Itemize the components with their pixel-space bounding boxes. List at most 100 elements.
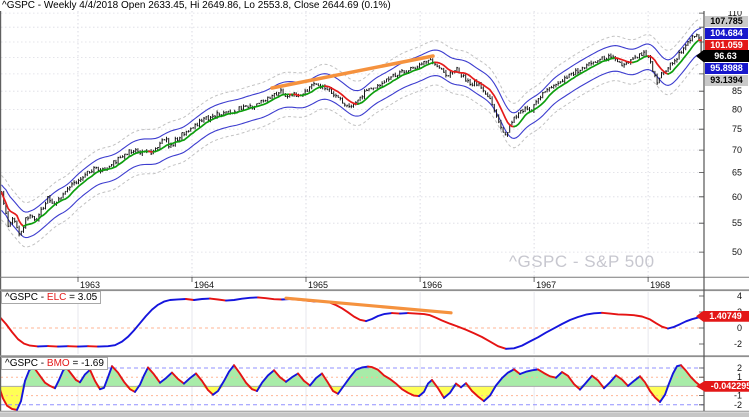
bmo-falling [233,364,258,392]
bmo-rising [579,374,593,391]
watermark: ^GSPC - S&P 500 [509,252,655,271]
band-lower-badge: 95.8988 [705,63,748,74]
svg-text:1: 1 [737,372,742,382]
price-panel [0,18,703,248]
bmo-value-badge: -0.042295 [696,380,749,392]
bmo-rising [603,374,617,390]
bmo-falling [273,369,287,383]
elc-falling [257,296,283,301]
svg-text:70: 70 [732,145,742,155]
svg-text:-1: -1 [734,391,742,401]
bmo-panel [0,364,704,411]
bmo-name-text: BMO [46,358,70,369]
svg-text:55: 55 [732,218,742,228]
bmo-rising [256,369,275,392]
bmo-rising [309,372,323,387]
price-trendline [270,54,435,90]
bmo-falling [171,371,185,385]
svg-text:1967: 1967 [536,280,556,290]
elc-panel [0,296,704,350]
ma-falling [324,85,359,105]
bmo-symbol-text: ^GSPC - [5,358,47,369]
elc-rising [365,312,393,323]
elc-rising [399,312,409,315]
envelope-upper [1,18,702,204]
elc-name-text: ELC [46,292,67,303]
svg-text:1966: 1966 [422,280,442,290]
bmo-falling [513,368,521,375]
band-upper [1,27,702,213]
ma-rising [299,85,326,97]
bmo-falling [65,366,81,384]
bmo-falling [147,366,161,384]
ma-falling [647,55,669,75]
ma-falling [434,61,515,128]
elc-rising [97,298,187,348]
elc-rising [225,296,259,302]
ma-rising [22,150,150,228]
bmo-falling [537,368,557,379]
bmo-rising [555,371,563,379]
bmo-falling [195,372,214,396]
bmo-rising [460,382,467,389]
svg-text:80: 80 [732,105,742,115]
ma-rising [632,55,650,64]
ma-rising [513,57,617,128]
bmo-falling [561,371,581,391]
ma-falling [614,57,634,64]
bmo-falling [321,372,339,395]
bmo-rising [418,379,433,398]
bmo-falling [455,382,462,389]
bottom-scrollbar[interactable] [0,412,749,417]
svg-text:-2: -2 [734,400,742,410]
elc-falling [47,345,59,348]
ma-falling [0,191,25,228]
bmo-rising [285,372,299,383]
svg-text:1965: 1965 [308,280,328,290]
bmo-rising [337,365,369,395]
bmo-rising [627,375,641,387]
bmo-rising [79,368,91,384]
chart-title: ^GSPC - Weekly 4/4/2018 Open 2633.45, Hi… [0,0,749,11]
bmo-indicator-label: ^GSPC - BMO = -1.69 [1,357,108,370]
bmo-falling [367,365,420,398]
elc-trendline [284,296,453,315]
envelope-lower [1,62,702,248]
bmo-rising [519,368,539,375]
svg-text:65: 65 [732,168,742,178]
bmo-falling [297,372,311,387]
elc-value-badge: 1.40749 [696,310,749,322]
bmo-falling [111,365,136,393]
ma-rising [152,93,291,153]
panel-frame [0,9,749,417]
elc-falling [601,311,669,330]
band-lower [1,53,702,239]
ma-value-badge: 101.059 [705,40,748,51]
bmo-rising [483,368,515,403]
bmo-falling [465,382,485,403]
svg-text:2: 2 [737,363,742,373]
elc-value-text: = 3.05 [66,292,98,303]
svg-text:1963: 1963 [80,280,100,290]
last-price-badge: 96.63 [696,50,749,62]
elc-falling [391,312,401,315]
svg-text:60: 60 [732,192,742,202]
svg-text:75: 75 [732,124,742,134]
svg-text:4: 4 [737,291,742,301]
bmo-rising [443,382,457,399]
svg-text:1968: 1968 [650,280,670,290]
bmo-rising [212,364,235,396]
elc-indicator-label: ^GSPC - ELC = 3.05 [1,291,102,304]
ma-rising [357,61,436,105]
svg-text:85: 85 [732,86,742,96]
svg-text:0: 0 [737,323,742,333]
elc-falling [209,297,227,302]
bmo-rising [134,366,149,393]
elc-falling [0,316,39,348]
elc-symbol-text: ^GSPC - [5,292,47,303]
elc-falling [185,298,195,301]
svg-text:50: 50 [732,247,742,257]
bmo-rising [183,372,197,385]
